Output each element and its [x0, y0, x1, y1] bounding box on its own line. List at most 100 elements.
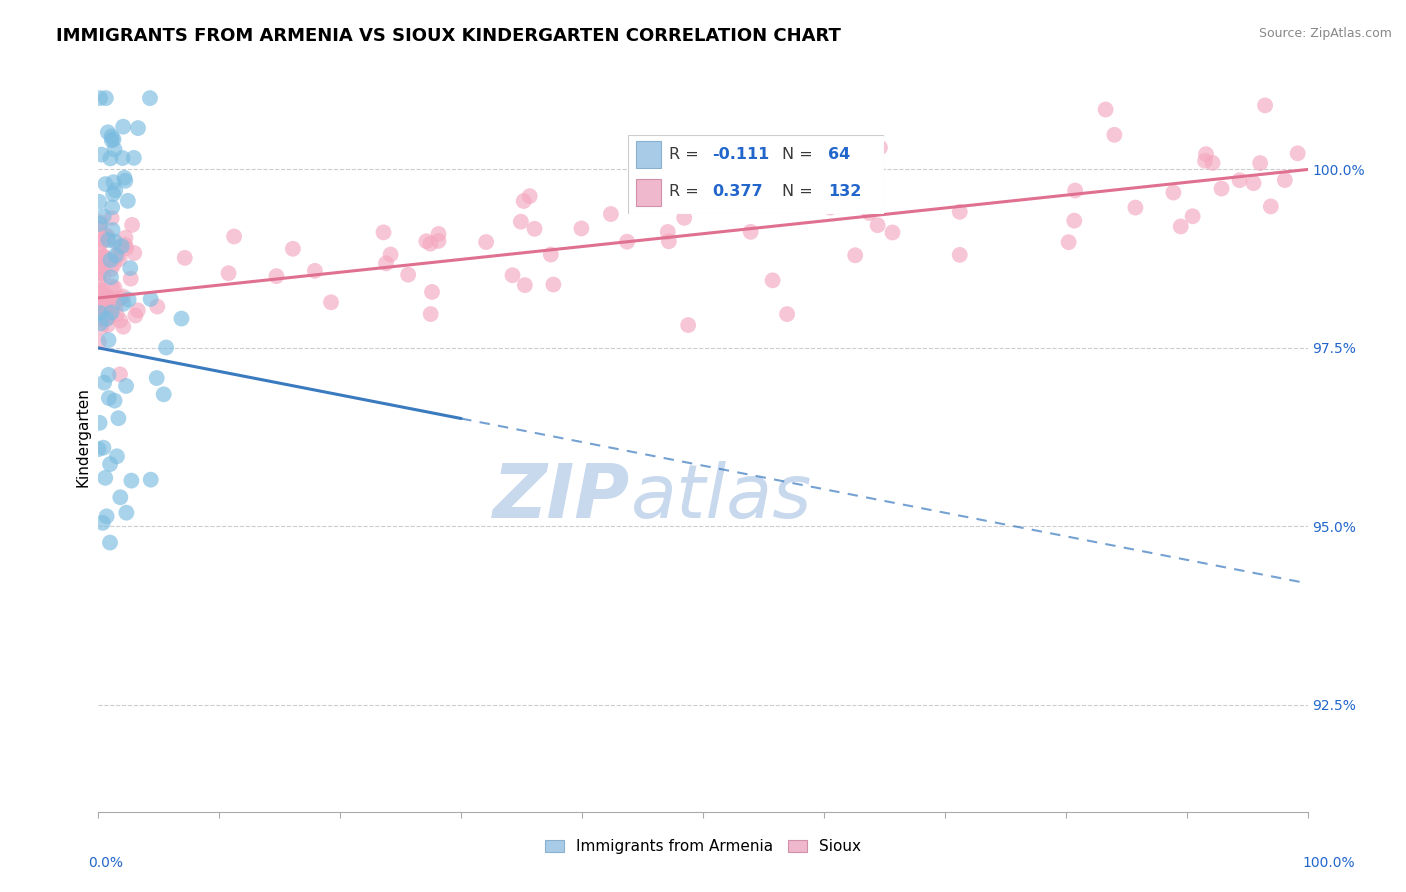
Point	[93, 250, 115, 264]
Point	[1063, 213, 1085, 227]
Point	[375, 256, 398, 270]
Point	[111, 151, 134, 165]
Point	[380, 247, 402, 261]
Point	[616, 235, 638, 249]
Point	[87, 244, 110, 258]
Point	[117, 293, 139, 307]
Point	[105, 450, 128, 464]
Point	[114, 174, 136, 188]
Point	[96, 290, 118, 304]
Point	[111, 239, 134, 253]
Point	[676, 318, 699, 332]
Point	[96, 289, 118, 303]
Point	[949, 248, 972, 262]
Point	[94, 91, 117, 105]
Text: atlas: atlas	[630, 461, 811, 533]
Point	[1274, 173, 1296, 187]
Point	[112, 120, 135, 134]
Point	[98, 535, 121, 549]
Point	[103, 132, 125, 146]
Point	[89, 222, 111, 236]
Point	[90, 283, 112, 297]
Point	[93, 268, 115, 282]
Point	[87, 194, 110, 209]
Point	[87, 299, 110, 313]
Point	[127, 121, 149, 136]
Point	[89, 91, 111, 105]
Point	[1094, 103, 1116, 117]
Text: IMMIGRANTS FROM ARMENIA VS SIOUX KINDERGARTEN CORRELATION CHART: IMMIGRANTS FROM ARMENIA VS SIOUX KINDERG…	[56, 27, 841, 45]
Point	[93, 210, 115, 224]
Point	[114, 238, 136, 252]
Point	[89, 236, 111, 251]
Point	[173, 251, 195, 265]
Point	[110, 291, 132, 305]
Text: 100.0%: 100.0%	[1302, 855, 1355, 870]
Point	[139, 473, 162, 487]
Point	[101, 223, 124, 237]
Point	[87, 260, 110, 274]
Point	[90, 297, 112, 311]
Point	[97, 125, 120, 139]
Point	[543, 277, 565, 292]
Point	[139, 91, 162, 105]
Point	[742, 181, 765, 195]
Point	[89, 260, 111, 275]
Point	[94, 307, 117, 321]
Point	[103, 281, 125, 295]
Text: -0.111: -0.111	[713, 147, 769, 161]
Point	[100, 129, 122, 144]
Point	[94, 471, 117, 485]
Point	[1104, 128, 1126, 142]
Point	[89, 416, 111, 430]
Y-axis label: Kindergarten: Kindergarten	[75, 387, 90, 487]
Point	[89, 298, 111, 312]
Point	[103, 175, 125, 189]
Text: 0.0%: 0.0%	[89, 855, 122, 870]
Point	[502, 268, 524, 283]
Point	[1243, 176, 1265, 190]
Point	[96, 311, 118, 326]
Point	[420, 285, 443, 299]
Point	[120, 261, 142, 276]
Point	[107, 249, 129, 263]
Point	[90, 147, 112, 161]
Point	[599, 207, 621, 221]
Point	[689, 169, 711, 184]
Point	[108, 240, 131, 254]
Point	[396, 268, 419, 282]
Point	[509, 215, 531, 229]
Point	[117, 194, 139, 208]
Point	[1181, 209, 1204, 223]
Point	[89, 217, 111, 231]
Point	[540, 247, 562, 261]
Point	[98, 310, 121, 325]
Point	[91, 516, 114, 530]
Point	[641, 186, 664, 201]
Point	[93, 234, 115, 248]
Point	[475, 235, 498, 249]
Point	[104, 248, 127, 262]
Point	[89, 317, 111, 331]
Point	[100, 253, 122, 268]
Point	[139, 292, 162, 306]
Point	[121, 218, 143, 232]
Point	[1254, 98, 1277, 112]
Point	[120, 271, 142, 285]
Point	[571, 221, 593, 235]
Point	[1211, 181, 1233, 195]
Point	[87, 442, 110, 456]
Point	[89, 215, 111, 229]
Point	[1064, 184, 1087, 198]
Point	[145, 371, 167, 385]
Point	[319, 295, 342, 310]
Point	[949, 204, 972, 219]
Point	[108, 313, 131, 327]
Point	[108, 252, 131, 266]
Point	[146, 300, 169, 314]
Point	[1057, 235, 1080, 249]
Point	[87, 335, 110, 350]
Point	[96, 509, 118, 524]
Text: R =: R =	[669, 147, 704, 161]
Point	[104, 183, 127, 197]
